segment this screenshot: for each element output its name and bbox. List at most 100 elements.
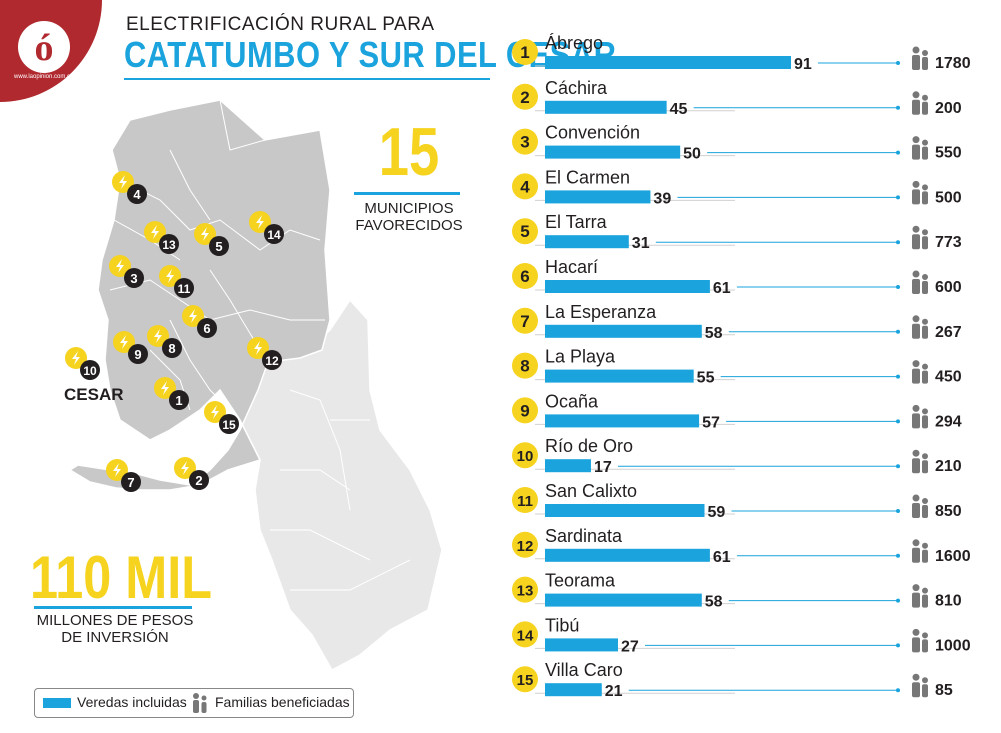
bolt-shape xyxy=(166,269,174,283)
bar xyxy=(545,504,705,517)
family-icon xyxy=(912,449,928,474)
map-marker-11: 11 xyxy=(159,265,194,298)
chart-row: 7 La Esperanza 58 267 xyxy=(512,302,962,342)
family-icon xyxy=(912,136,928,160)
familias-value-label: 450 xyxy=(935,369,962,386)
rank-label: 8 xyxy=(520,357,529,376)
logo-url: www.laopinion.com.co xyxy=(13,74,74,80)
connector-dot xyxy=(896,285,900,289)
category-label: Ábrego xyxy=(545,33,603,53)
rank-badge xyxy=(512,531,538,558)
marker-number: 3 xyxy=(130,271,137,286)
family-icon xyxy=(912,315,928,339)
connector-dot xyxy=(896,105,900,110)
rank-badge xyxy=(512,397,538,424)
rank-badge xyxy=(512,307,538,334)
rank-label: 13 xyxy=(517,583,534,600)
family-icon xyxy=(912,494,928,518)
bar xyxy=(545,683,602,697)
title-line-1: ELECTRIFICACIÓN RURAL PARA xyxy=(126,14,435,35)
inversion-amount: 110 MIL xyxy=(30,544,213,611)
bar xyxy=(545,593,702,607)
bolt-shape xyxy=(256,215,264,229)
marker-number-circle xyxy=(264,224,284,244)
marker-number: 6 xyxy=(203,321,210,336)
rank-badge xyxy=(512,352,538,379)
inversion-label-line-2: DE INVERSIÓN xyxy=(61,629,169,646)
title-underline xyxy=(124,78,490,80)
familias-value-label: 85 xyxy=(935,682,953,699)
family-icon xyxy=(912,539,928,563)
family-icon xyxy=(912,91,928,115)
bolt-shape xyxy=(161,381,169,395)
bar-value-label: 27 xyxy=(621,638,639,655)
marker-number: 9 xyxy=(134,347,141,362)
municipios-label: MUNICIPIOS FAVORECIDOS xyxy=(354,200,464,234)
familias-value-label: 600 xyxy=(935,279,962,296)
municipios-rule xyxy=(354,192,460,195)
bar xyxy=(545,190,651,204)
bolt-shape xyxy=(116,259,124,273)
bar-value-label: 21 xyxy=(605,683,623,700)
map-marker-10: 10 xyxy=(65,347,100,380)
bar-value-label: 57 xyxy=(702,414,720,431)
category-label: Río de Oro xyxy=(545,436,633,456)
map-marker-6: 6 xyxy=(182,305,217,338)
bar xyxy=(545,548,710,562)
rank-badge xyxy=(512,442,538,469)
bolt-shape xyxy=(154,329,162,343)
rank-label: 7 xyxy=(520,312,529,331)
category-label: Ocaña xyxy=(545,391,599,411)
category-label: Tibú xyxy=(545,615,579,635)
inversion-rule xyxy=(34,606,192,609)
rank-label: 14 xyxy=(517,627,534,644)
family-icon xyxy=(912,46,928,70)
connector-dot xyxy=(896,240,900,245)
bar-value-label: 55 xyxy=(697,370,715,387)
chart-row: 6 Hacarí 61 600 xyxy=(512,257,962,297)
municipios-label-line-2: FAVORECIDOS xyxy=(355,217,463,234)
legend-veredas-label: Veredas incluidas xyxy=(77,694,187,710)
bolt-shape xyxy=(189,309,197,323)
family-icon xyxy=(193,693,207,713)
bar-value-label: 50 xyxy=(683,146,701,163)
family-icon xyxy=(912,270,928,294)
connector-dot xyxy=(896,688,900,693)
category-label: San Calixto xyxy=(545,481,637,501)
inversion-label: MILLONES DE PESOS DE INVERSIÓN xyxy=(30,612,200,646)
category-label: Villa Caro xyxy=(545,660,623,680)
marker-number-circle xyxy=(162,338,182,358)
family-icon xyxy=(912,404,928,429)
bar-value-label: 61 xyxy=(713,549,731,566)
marker-number: 15 xyxy=(222,418,236,432)
map-marker-9: 9 xyxy=(113,331,148,364)
rank-badge xyxy=(512,621,538,648)
bar xyxy=(545,235,629,249)
bolt-shape xyxy=(113,463,121,477)
marker-number-circle xyxy=(124,268,144,288)
rank-label: 2 xyxy=(520,88,529,107)
category-label: Hacarí xyxy=(545,257,598,277)
bar-value-label: 39 xyxy=(653,190,671,207)
marker-number-circle xyxy=(209,236,229,256)
connector-dot xyxy=(896,419,900,424)
marker-number: 2 xyxy=(195,473,202,488)
marker-number-circle xyxy=(127,184,147,204)
connector-dot xyxy=(896,150,900,155)
bar-value-label: 31 xyxy=(632,235,650,252)
bar-value-label: 61 xyxy=(713,280,731,297)
connector-dot xyxy=(896,329,900,334)
marker-number-circle xyxy=(262,350,282,370)
bolt-shape xyxy=(151,225,159,239)
rank-badge xyxy=(512,263,538,289)
map-marker-2: 2 xyxy=(174,457,209,490)
connector-dot xyxy=(896,374,900,379)
marker-number: 14 xyxy=(267,228,281,242)
chart-row: 10 Río de Oro 17 210 xyxy=(512,436,962,476)
map-marker-1: 1 xyxy=(154,377,189,410)
category-label: Teorama xyxy=(545,571,616,591)
chart-row: 15 Villa Caro 21 85 xyxy=(512,660,953,700)
map-marker-13: 13 xyxy=(144,221,179,254)
bar-value-label: 58 xyxy=(705,325,723,342)
